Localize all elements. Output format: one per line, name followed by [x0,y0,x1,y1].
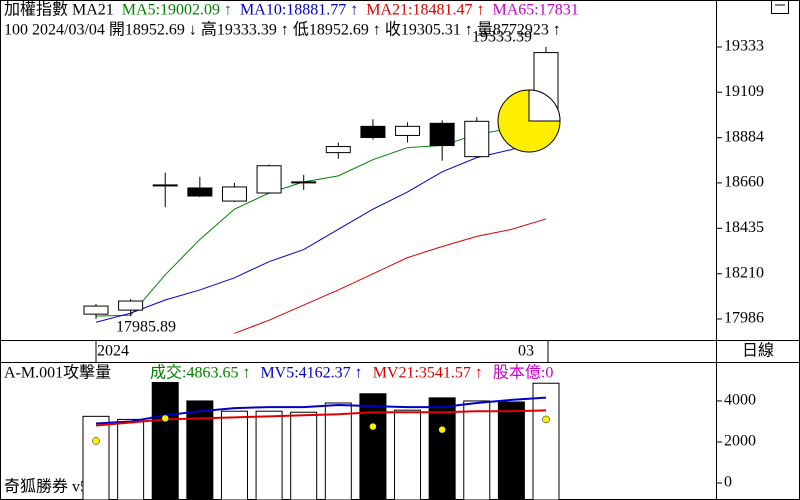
period-label: 日線 [742,342,774,360]
y-tick-label: 18210 [724,264,764,281]
volume-bar [186,400,214,500]
volume-ma-line [95,396,547,425]
candle-body [360,125,386,138]
y-tick-label: 18884 [724,128,764,145]
cursor-slice [528,89,561,122]
volume-title: A-M.001攻擊量 [4,364,111,382]
volume-marker [161,414,169,423]
volume-marker [92,437,100,445]
cursor-highlight [497,89,561,153]
y-tick-label: 18435 [724,219,764,236]
volume-bar [290,411,318,500]
header-item: 加權指數 MA21 [4,1,114,19]
volume-y-tick-label: 0 [724,474,732,491]
y-tick-label: 19333 [724,38,764,55]
volume-bar [497,401,525,500]
volume-legend: 股本億:0 [493,364,553,382]
candle-body [221,186,247,202]
volume-bar [255,410,283,500]
volume-marker [438,425,446,434]
info-line: 100 2024/03/04 開18952.69 ↓ 高19333.39 ↑ 低… [4,21,561,39]
candle-body [152,184,178,187]
header-item: MA65:17831 [493,2,579,19]
candle-body [256,165,282,194]
candle-body [83,305,109,315]
price-annotation: 19333.39 [472,29,532,46]
volume-marker [542,415,550,424]
y-tick-label: 19109 [724,83,764,100]
volume-y-tick-label: 4000 [724,392,756,409]
volume-bar [151,381,179,500]
volume-legend: 成交:4863.65 ↑ [150,364,250,382]
volume-bar [428,397,456,500]
x-tick-label: 2024 [97,343,129,360]
volume-bar [324,402,352,500]
candle-body [118,300,144,311]
price-annotation: 17985.89 [116,319,176,336]
volume-bar [220,410,248,500]
candle-body [187,187,213,197]
volume-bar [117,418,145,500]
candle-body [429,122,455,147]
ma-line [95,137,547,323]
volume-bar [394,409,422,500]
volume-bar [463,400,491,500]
footer: 奇狐勝券 v5.2 [4,478,100,496]
header-item: MA21:18481.47 ↑ [366,2,484,19]
volume-legend: MV5:4162.37 ↑ [260,365,362,382]
y-tick-label: 18660 [724,174,764,191]
header-item: MA5:19002.09 ↑ [122,2,232,19]
ma-line [234,218,547,334]
candle-body [291,181,317,184]
volume-bar [359,393,387,500]
x-tick-label: 03 [518,343,534,360]
volume-y-tick-label: 2000 [724,433,756,450]
candle-body [325,146,351,154]
candle-body [395,125,421,136]
candle-body [464,120,490,158]
volume-bar [532,382,560,500]
volume-ma-line [95,409,547,427]
volume-marker [369,422,377,431]
window-button[interactable] [771,0,789,14]
header-item: MA10:18881.77 ↑ [240,2,358,19]
price-plot [83,46,559,334]
volume-bar [82,415,110,500]
volume-legend: MV21:3541.57 ↑ [373,365,483,382]
y-tick-label: 17986 [724,310,764,327]
